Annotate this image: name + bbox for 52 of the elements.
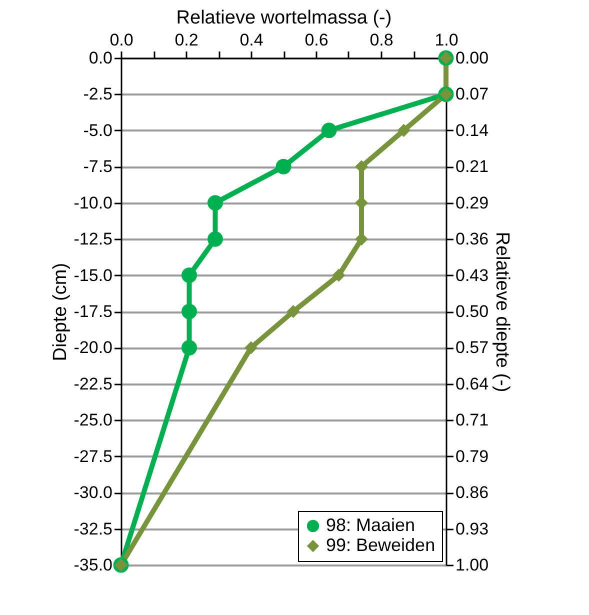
x-tick-label: 1.0 <box>434 30 458 50</box>
x-axis-title: Relatieve wortelmassa (-) <box>176 8 392 28</box>
x-tick-label: 0.6 <box>304 30 328 50</box>
y2-tick-label: 0.57 <box>456 338 489 358</box>
y2-tick-label: 0.07 <box>456 84 489 104</box>
y2-tick-label: 0.36 <box>456 230 489 249</box>
y2-tick-label: 0.29 <box>456 193 489 212</box>
y-tick-label: -25.0 <box>74 410 112 430</box>
y2-tick-label: 1.00 <box>456 556 489 574</box>
y2-tick-label: 0.93 <box>456 519 489 538</box>
y2-tick-label: 0.21 <box>456 157 489 176</box>
y-tick-label: -20.0 <box>74 338 112 358</box>
x-tick-label: 0.0 <box>110 30 134 50</box>
y-tick-label: -22.5 <box>74 374 112 394</box>
point <box>332 268 346 282</box>
y-tick-label: -12.5 <box>74 230 112 249</box>
y-axis-title: Diepte (cm) <box>50 262 71 362</box>
point <box>244 341 258 354</box>
y-tick-label: -32.5 <box>74 519 112 538</box>
y2-tick-label: 0.64 <box>456 374 489 394</box>
point <box>286 304 300 318</box>
y-tick-label: -7.5 <box>83 157 112 176</box>
y-tick-label: -5.0 <box>83 120 112 140</box>
point <box>182 268 197 284</box>
y-tick-label: 0.0 <box>88 48 112 68</box>
point <box>397 124 410 137</box>
point <box>276 158 292 174</box>
y-tick-label: -2.5 <box>83 84 112 104</box>
point <box>321 122 337 138</box>
y-tick-label: -27.5 <box>74 446 112 466</box>
y2-tick-label: 0.71 <box>456 410 489 430</box>
point <box>182 304 197 320</box>
y2-axis-title: Relatieve diepte (-) <box>492 232 513 392</box>
y2-tick-label: 0.14 <box>456 120 489 140</box>
y2-tick-label: 0.43 <box>456 266 489 285</box>
point <box>208 231 223 247</box>
point <box>182 340 197 356</box>
point <box>208 195 223 211</box>
x-tick-label: 0.8 <box>370 30 394 50</box>
y-tick-label: -35.0 <box>74 556 112 574</box>
y-tick-label: -15.0 <box>74 266 112 285</box>
y-tick-label: -30.0 <box>74 483 112 502</box>
y2-tick-label: 0.50 <box>456 302 489 321</box>
y2-tick-label: 0.00 <box>456 48 489 68</box>
legend-label: 99: Beweiden <box>326 535 436 555</box>
x-tick-label: 0.4 <box>240 30 264 50</box>
x-tick-label: 0.2 <box>174 30 198 50</box>
y-tick-label: -10.0 <box>74 193 112 212</box>
y-tick-label: -17.5 <box>74 302 112 321</box>
y2-tick-label: 0.86 <box>456 483 489 502</box>
legend-label: 98: Maaien <box>326 515 416 535</box>
y2-tick-label: 0.79 <box>456 446 489 466</box>
